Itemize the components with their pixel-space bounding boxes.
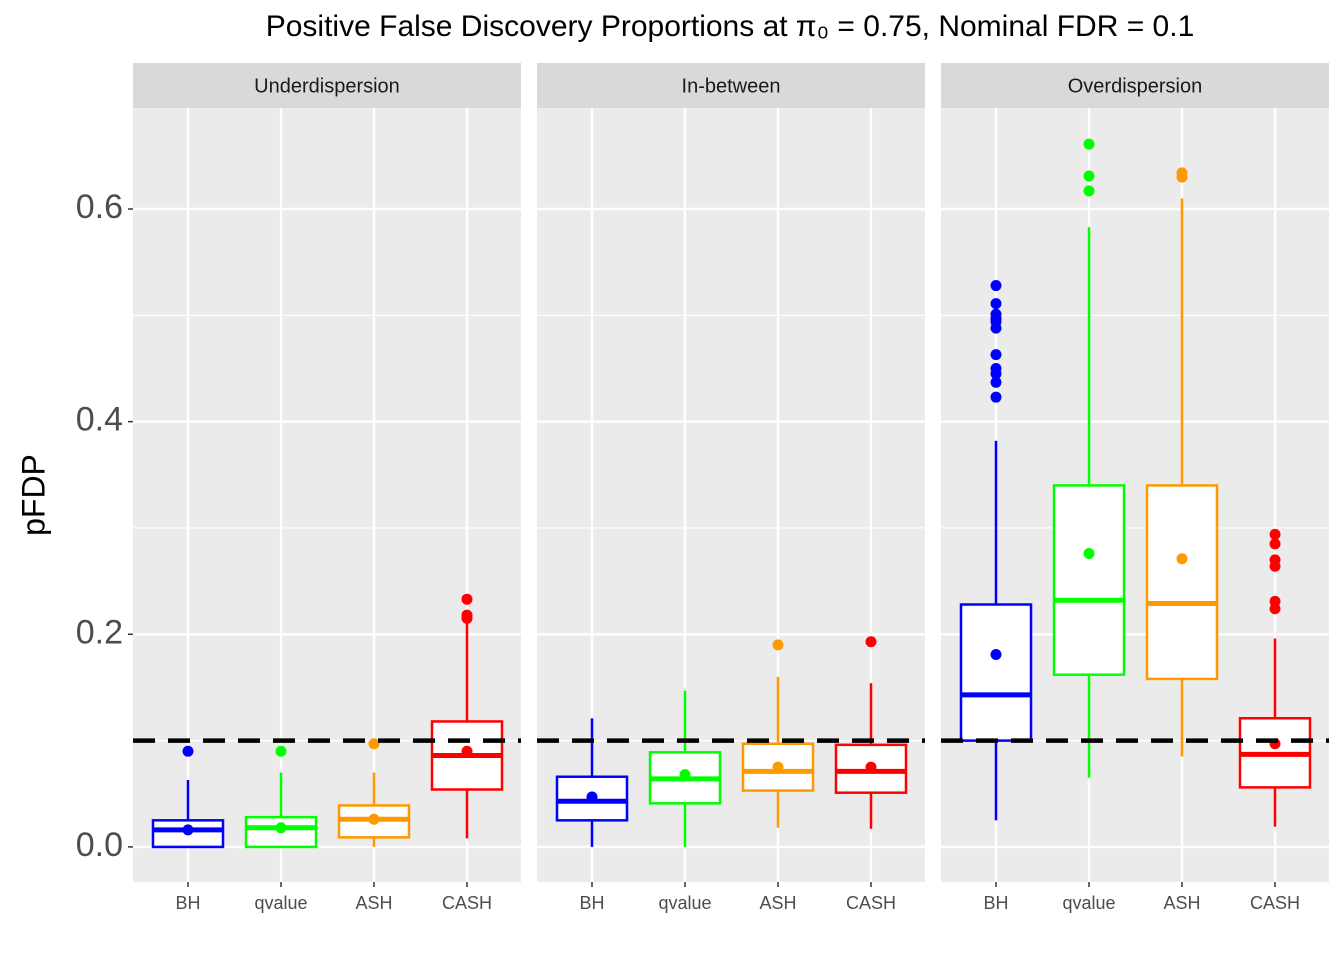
outlier	[461, 593, 473, 605]
outlier	[1269, 603, 1281, 615]
mean-point	[1083, 547, 1095, 559]
x-tick-label: qvalue	[658, 893, 711, 913]
outlier	[990, 322, 1002, 334]
x-tick-label: BH	[983, 893, 1008, 913]
outlier	[990, 349, 1002, 361]
mean-point	[679, 769, 691, 781]
outlier	[1083, 138, 1095, 150]
outlier	[1269, 560, 1281, 572]
outlier	[865, 636, 877, 648]
x-tick-label: BH	[579, 893, 604, 913]
outlier	[461, 612, 473, 624]
y-tick-label: 0.6	[76, 188, 123, 226]
mean-point	[586, 791, 598, 803]
mean-point	[368, 813, 380, 825]
outlier	[990, 298, 1002, 310]
outlier	[1083, 185, 1095, 197]
mean-point	[865, 761, 877, 773]
y-tick-label: 0.0	[76, 826, 123, 864]
outlier	[368, 738, 380, 750]
mean-point	[990, 648, 1002, 660]
strip-label: In-between	[682, 75, 781, 97]
y-tick-label: 0.4	[76, 401, 123, 439]
box	[834, 743, 908, 794]
x-tick-label: ASH	[759, 893, 796, 913]
x-tick-label: BH	[175, 893, 200, 913]
strip	[537, 63, 925, 108]
mean-point	[1176, 553, 1188, 565]
strip-label: Overdispersion	[1068, 75, 1203, 97]
x-tick-label: qvalue	[1062, 893, 1115, 913]
outlier	[772, 639, 784, 651]
mean-point	[182, 824, 194, 836]
outlier	[1083, 170, 1095, 182]
outlier	[990, 391, 1002, 403]
mean-point	[275, 822, 287, 834]
box	[1145, 484, 1219, 681]
outlier	[990, 376, 1002, 388]
outlier	[182, 745, 194, 757]
outlier	[275, 745, 287, 757]
x-tick-label: ASH	[355, 893, 392, 913]
outlier	[990, 368, 1002, 380]
strip	[941, 63, 1329, 108]
x-tick-label: CASH	[846, 893, 896, 913]
strip-label: Underdispersion	[254, 75, 400, 97]
y-tick-label: 0.2	[76, 613, 123, 651]
chart-title: Positive False Discovery Proportions at …	[266, 10, 1195, 43]
x-tick-label: CASH	[1250, 893, 1300, 913]
strip	[133, 63, 521, 108]
y-axis-label: pFDP	[15, 454, 51, 536]
mean-point	[461, 745, 473, 757]
outlier	[1176, 171, 1188, 183]
outlier	[1269, 528, 1281, 540]
box	[244, 815, 318, 849]
x-tick-label: CASH	[442, 893, 492, 913]
outlier	[990, 280, 1002, 292]
outlier	[1269, 538, 1281, 550]
box	[1052, 484, 1126, 676]
box	[959, 603, 1033, 742]
x-tick-label: qvalue	[254, 893, 307, 913]
mean-point	[772, 761, 784, 773]
x-tick-label: ASH	[1163, 893, 1200, 913]
